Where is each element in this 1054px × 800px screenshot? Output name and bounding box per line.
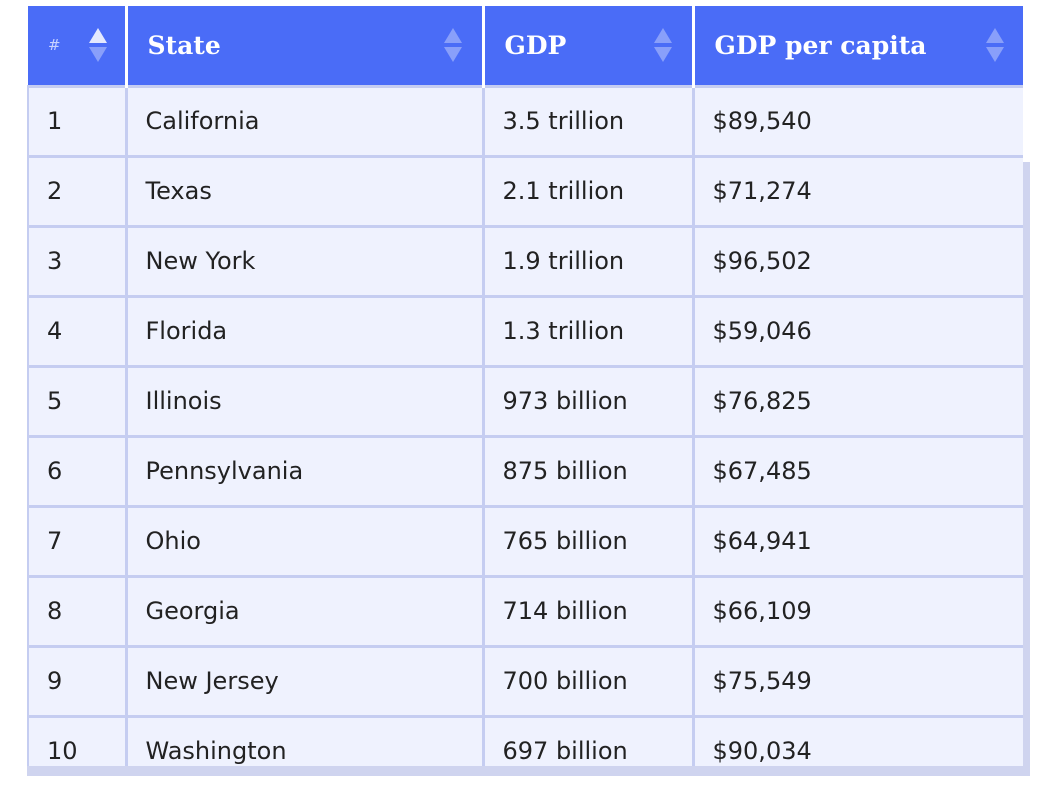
cell-state: Ohio <box>124 504 485 578</box>
column-header-rank[interactable]: # <box>28 6 128 86</box>
cell-gdp: 1.9 trillion <box>481 224 695 298</box>
table-row: 2 Texas 2.1 trillion $71,274 <box>27 154 1023 228</box>
cell-rank: 5 <box>27 364 128 438</box>
cell-rank: 1 <box>27 84 128 158</box>
sort-down-icon <box>88 47 107 63</box>
table-row: 6 Pennsylvania 875 billion $67,485 <box>27 434 1023 508</box>
column-header-label: # <box>48 36 61 55</box>
sort-arrows-icon[interactable] <box>986 28 1004 63</box>
sort-down-icon <box>986 47 1004 63</box>
table-row: 5 Illinois 973 billion $76,825 <box>27 364 1023 438</box>
cell-rank: 4 <box>27 294 128 368</box>
cell-state: Texas <box>124 154 485 228</box>
cell-gdp-per-capita: $89,540 <box>691 84 1023 158</box>
cell-state: Pennsylvania <box>124 434 485 508</box>
table-shadow-bottom <box>27 766 1030 776</box>
table-row: 3 New York 1.9 trillion $96,502 <box>27 224 1023 298</box>
column-header-gdp-per-capita[interactable]: GDP per capita <box>693 6 1023 86</box>
cell-gdp: 697 billion <box>481 714 695 766</box>
cell-rank: 7 <box>27 504 128 578</box>
cell-gdp-per-capita: $90,034 <box>691 714 1023 766</box>
cell-gdp: 1.3 trillion <box>481 294 695 368</box>
cell-gdp-per-capita: $96,502 <box>691 224 1023 298</box>
sort-up-icon <box>88 28 107 44</box>
cell-gdp-per-capita: $66,109 <box>691 574 1023 648</box>
table-header-row: # State GDP <box>28 6 1023 86</box>
sort-arrows-icon[interactable] <box>653 28 672 63</box>
table-row: 1 California 3.5 trillion $89,540 <box>27 84 1023 158</box>
cell-gdp-per-capita: $64,941 <box>691 504 1023 578</box>
table-shadow-right <box>1022 162 1030 774</box>
sort-up-icon <box>443 28 462 44</box>
gdp-table: # State GDP <box>27 6 1023 766</box>
sort-down-icon <box>443 47 462 63</box>
cell-gdp-per-capita: $75,549 <box>691 644 1023 718</box>
gdp-table-container[interactable]: # State GDP <box>27 6 1023 766</box>
cell-gdp-per-capita: $71,274 <box>691 154 1023 228</box>
cell-gdp-per-capita: $76,825 <box>691 364 1023 438</box>
table-row: 8 Georgia 714 billion $66,109 <box>27 574 1023 648</box>
column-header-state[interactable]: State <box>126 6 485 86</box>
sort-up-icon <box>653 28 672 44</box>
column-header-label: GDP per capita <box>714 30 927 60</box>
cell-rank: 2 <box>27 154 128 228</box>
cell-gdp-per-capita: $59,046 <box>691 294 1023 368</box>
cell-gdp: 765 billion <box>481 504 695 578</box>
table-row: 7 Ohio 765 billion $64,941 <box>27 504 1023 578</box>
sort-arrows-icon[interactable] <box>88 28 107 63</box>
cell-gdp: 2.1 trillion <box>481 154 695 228</box>
cell-state: Georgia <box>124 574 485 648</box>
sort-arrows-icon[interactable] <box>443 28 462 63</box>
cell-gdp: 973 billion <box>481 364 695 438</box>
cell-state: New Jersey <box>124 644 485 718</box>
column-header-label: State <box>147 30 221 60</box>
cell-gdp: 700 billion <box>481 644 695 718</box>
table-row: 9 New Jersey 700 billion $75,549 <box>27 644 1023 718</box>
cell-rank: 9 <box>27 644 128 718</box>
table-row: 10 Washington 697 billion $90,034 <box>27 714 1023 766</box>
cell-rank: 8 <box>27 574 128 648</box>
cell-state: Illinois <box>124 364 485 438</box>
cell-state: Florida <box>124 294 485 368</box>
cell-rank: 10 <box>27 714 128 766</box>
table-row: 4 Florida 1.3 trillion $59,046 <box>27 294 1023 368</box>
sort-up-icon <box>986 28 1004 44</box>
cell-rank: 6 <box>27 434 128 508</box>
cell-gdp: 714 billion <box>481 574 695 648</box>
cell-gdp: 3.5 trillion <box>481 84 695 158</box>
column-header-gdp[interactable]: GDP <box>483 6 695 86</box>
cell-state: California <box>124 84 485 158</box>
cell-state: New York <box>124 224 485 298</box>
cell-gdp: 875 billion <box>481 434 695 508</box>
column-header-label: GDP <box>504 30 567 60</box>
cell-gdp-per-capita: $67,485 <box>691 434 1023 508</box>
cell-rank: 3 <box>27 224 128 298</box>
cell-state: Washington <box>124 714 485 766</box>
sort-down-icon <box>653 47 672 63</box>
